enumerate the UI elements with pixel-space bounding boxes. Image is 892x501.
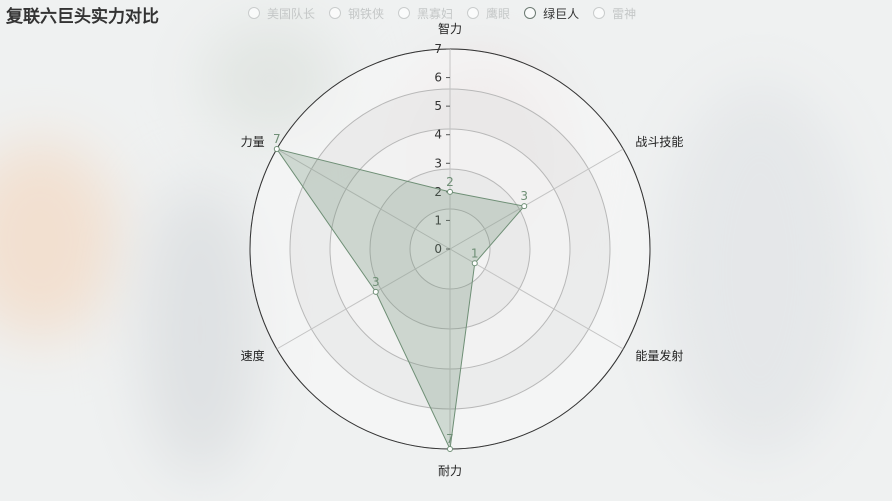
radar-data-label: 7 — [273, 132, 281, 146]
legend-marker-icon — [398, 7, 411, 19]
radar-tick-label: 0 — [434, 242, 442, 256]
chart-title: 复联六巨头实力对比 — [6, 7, 159, 27]
radar-data-point — [447, 446, 453, 452]
legend-item-thor[interactable]: 雷神 — [593, 5, 636, 22]
legend-label: 雷神 — [612, 6, 637, 21]
radar-data-point — [471, 260, 478, 267]
legend-label: 鹰眼 — [486, 6, 511, 21]
radar-data-label: 3 — [520, 189, 528, 203]
radar-data-label: 1 — [471, 246, 479, 260]
radar-tick-label: 3 — [434, 156, 442, 170]
radar-tick-label: 1 — [434, 213, 442, 227]
radar-tick-label: 6 — [434, 71, 442, 85]
radar-axis-line — [276, 248, 451, 350]
radar-indicator-label: 耐力 — [438, 464, 462, 478]
radar-data-point — [273, 146, 280, 152]
legend-item-hulk[interactable]: 绿巨人 — [524, 5, 579, 22]
radar-data-label: 2 — [446, 175, 454, 189]
legend-marker-icon — [593, 7, 606, 19]
radar-tick-label: 4 — [434, 128, 442, 142]
legend-label: 黑寡妇 — [417, 6, 454, 21]
radar-axis-line — [276, 148, 451, 250]
radar-indicator-label: 力量 — [241, 135, 265, 149]
radar-data-point — [372, 288, 379, 295]
legend-label: 绿巨人 — [543, 6, 580, 21]
radar-axis-line — [449, 148, 624, 250]
radar-tick-label: 7 — [434, 42, 442, 56]
legend-label: 钢铁侠 — [348, 6, 385, 21]
radar-indicator-label: 能量发射 — [635, 348, 683, 363]
radar-indicator-label: 战斗技能 — [635, 135, 683, 149]
legend-label: 美国队长 — [267, 6, 316, 21]
legend-marker-icon — [329, 7, 342, 19]
radar-data-label: 3 — [372, 275, 380, 289]
legend-item-iron-man[interactable]: 钢铁侠 — [329, 5, 384, 22]
radar-tick-label: 5 — [434, 99, 442, 113]
radar-indicator-label: 智力 — [438, 21, 462, 36]
legend-marker-icon — [467, 7, 480, 19]
radar-data-point — [447, 188, 453, 195]
radar-data-point — [521, 203, 528, 210]
radar-axis-line — [449, 248, 624, 350]
radar-indicator-label: 速度 — [241, 348, 265, 363]
legend: 美国队长 钢铁侠 黑寡妇 鹰眼 绿巨人 雷神 — [248, 4, 650, 22]
radar-tick-label: 2 — [434, 185, 442, 199]
legend-item-black-widow[interactable]: 黑寡妇 — [398, 5, 453, 22]
legend-item-hawkeye[interactable]: 鹰眼 — [467, 5, 510, 22]
legend-marker-icon — [524, 7, 537, 19]
radar-data-label: 7 — [446, 432, 454, 446]
legend-item-captain-america[interactable]: 美国队长 — [248, 5, 315, 22]
legend-marker-icon — [248, 7, 260, 19]
